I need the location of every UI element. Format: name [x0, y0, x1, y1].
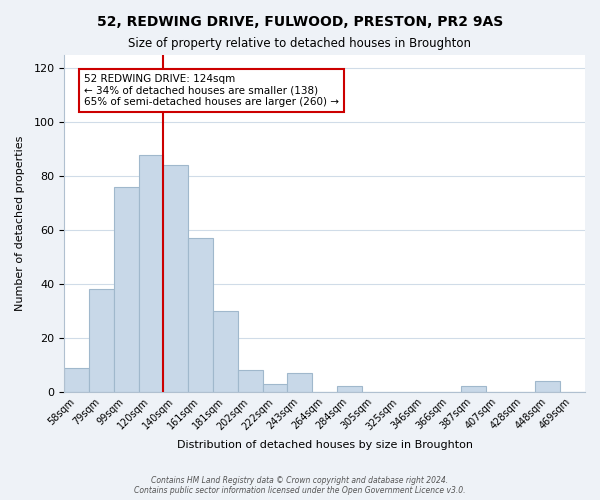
Bar [114, 187, 139, 392]
Text: Contains HM Land Registry data © Crown copyright and database right 2024.
Contai: Contains HM Land Registry data © Crown c… [134, 476, 466, 495]
Bar [337, 386, 362, 392]
Bar [535, 381, 560, 392]
Bar [287, 373, 312, 392]
Text: Size of property relative to detached houses in Broughton: Size of property relative to detached ho… [128, 38, 472, 51]
Bar [213, 311, 238, 392]
Bar [89, 290, 114, 392]
Y-axis label: Number of detached properties: Number of detached properties [15, 136, 25, 311]
Bar [64, 368, 89, 392]
Bar [263, 384, 287, 392]
Bar [188, 238, 213, 392]
X-axis label: Distribution of detached houses by size in Broughton: Distribution of detached houses by size … [176, 440, 473, 450]
Bar [163, 166, 188, 392]
Bar [139, 154, 163, 392]
Bar [238, 370, 263, 392]
Bar [461, 386, 486, 392]
Text: 52, REDWING DRIVE, FULWOOD, PRESTON, PR2 9AS: 52, REDWING DRIVE, FULWOOD, PRESTON, PR2… [97, 15, 503, 29]
Text: 52 REDWING DRIVE: 124sqm
← 34% of detached houses are smaller (138)
65% of semi-: 52 REDWING DRIVE: 124sqm ← 34% of detach… [84, 74, 339, 107]
